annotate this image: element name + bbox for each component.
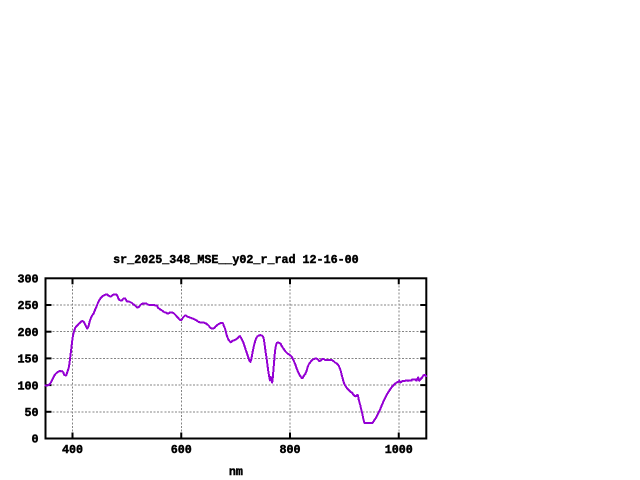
svg-text:800: 800 [279, 443, 300, 457]
svg-text:100: 100 [17, 379, 38, 393]
svg-text:1000: 1000 [385, 443, 413, 457]
svg-text:400: 400 [62, 443, 83, 457]
svg-text:300: 300 [17, 273, 38, 287]
svg-text:200: 200 [17, 326, 38, 340]
svg-text:150: 150 [17, 353, 38, 367]
svg-text:50: 50 [24, 406, 38, 420]
svg-text:nm: nm [229, 465, 243, 479]
svg-text:600: 600 [171, 443, 192, 457]
svg-text:0: 0 [31, 433, 38, 447]
svg-text:sr_2025_348_MSE__y02_r_rad 12-: sr_2025_348_MSE__y02_r_rad 12-16-00 [113, 253, 358, 267]
svg-text:250: 250 [17, 299, 38, 313]
